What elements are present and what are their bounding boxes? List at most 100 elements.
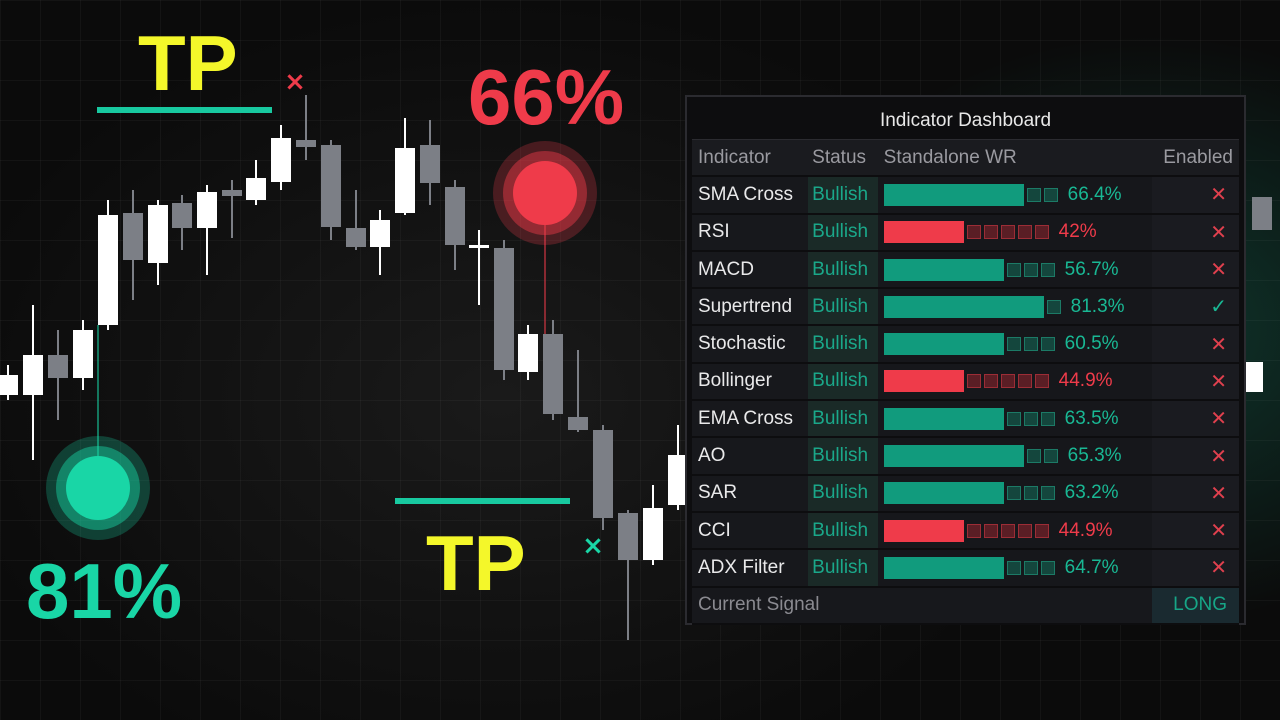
close-icon: ✕ [1210,259,1228,282]
indicator-name: RSI [692,214,809,252]
bullish-candle [518,334,538,372]
wr-percent: 60.5% [1064,333,1119,355]
indicator-name: AO [692,438,809,476]
indicator-enabled-toggle[interactable]: ✕ [1151,326,1240,364]
header-indicator: Indicator [692,140,809,178]
wr-empty-segment [1023,262,1038,277]
indicator-enabled-toggle[interactable]: ✕ [1151,475,1240,513]
indicator-row: SMA Cross Bullish 66.4% ✕ [692,177,1240,215]
indicator-wr: 42% [877,214,1152,252]
indicator-row: Supertrend Bullish 81.3% ✓ [692,289,1240,327]
indicator-wr: 44.9% [877,512,1152,551]
bullish-candle [395,148,415,213]
indicator-row: SAR Bullish 63.2% ✕ [692,475,1240,513]
indicator-wr: 44.9% [877,363,1152,402]
indicator-row: AO Bullish 65.3% ✕ [692,438,1240,476]
indicator-wr: 60.5% [877,326,1152,364]
wr-empty-segment [966,374,981,389]
wr-bar-fill [883,183,1024,206]
tp-label-bottom: TP [426,519,526,607]
indicator-wr: 63.5% [877,401,1152,439]
wr-percent: 44.9% [1058,519,1113,541]
wr-empty-segment [1017,225,1032,240]
current-signal-value: LONG [1151,587,1239,625]
sell-exit-x-icon: × [284,67,306,97]
wr-empty-segment [1040,411,1055,426]
wr-empty-segment [1006,337,1021,352]
wr-empty-segment [1000,523,1015,538]
bullish-candle [73,330,93,378]
bearish-candle [222,190,242,196]
close-icon: ✕ [1210,408,1228,431]
indicator-row: ADX Filter Bullish 64.7% ✕ [692,550,1240,588]
bullish-candle [469,245,489,248]
tp-line-top [97,107,272,113]
wr-percent: 63.5% [1064,407,1119,429]
indicator-enabled-toggle[interactable]: ✕ [1151,177,1240,215]
check-icon: ✓ [1210,296,1228,319]
bearish-candle [172,203,192,228]
bearish-candle [618,513,638,560]
indicator-status: Bullish [808,326,878,364]
indicator-name: SMA Cross [692,177,809,215]
indicator-enabled-toggle[interactable]: ✕ [1151,214,1240,252]
header-enabled: Enabled [1151,140,1239,178]
bearish-candle [48,355,68,378]
indicator-name: Supertrend [692,289,809,327]
wr-percent: 56.7% [1064,258,1119,280]
wr-empty-segment [966,225,981,240]
indicator-name: SAR [692,475,809,513]
bearish-candle [445,187,465,245]
indicator-enabled-toggle[interactable]: ✕ [1151,550,1240,588]
bullish-candle [23,355,43,395]
indicator-enabled-toggle[interactable]: ✕ [1151,512,1240,551]
bullish-candle [98,215,118,325]
wr-empty-segment [966,523,981,538]
bullish-candle [246,178,266,200]
wr-empty-segment [1026,187,1041,202]
indicator-name: EMA Cross [692,401,809,439]
indicator-enabled-toggle[interactable]: ✕ [1151,363,1240,402]
bullish-candle [1243,362,1263,392]
wr-percent: 66.4% [1067,183,1122,205]
close-icon: ✕ [1210,221,1228,244]
tp-line-bottom [395,498,570,504]
indicator-name: MACD [692,251,809,290]
wr-empty-segment [983,523,998,538]
wr-bar: 65.3% [883,444,1122,468]
wr-bar: 42% [883,220,1097,244]
wr-bar-fill [883,258,1004,281]
indicator-status: Bullish [808,289,878,327]
indicator-enabled-toggle[interactable]: ✕ [1151,251,1240,290]
wr-empty-segment [1040,560,1055,575]
wr-percent: 44.9% [1058,370,1113,392]
indicator-enabled-toggle[interactable]: ✕ [1151,438,1240,476]
wr-bar: 60.5% [883,332,1119,356]
indicator-enabled-toggle[interactable]: ✕ [1151,401,1240,439]
bullish-candle [370,220,390,247]
wr-percent: 65.3% [1067,445,1122,467]
indicator-row: MACD Bullish 56.7% ✕ [692,251,1240,290]
wr-bar-fill [883,556,1004,579]
wr-bar-fill [883,519,964,542]
indicator-status: Bullish [808,438,878,476]
tp-label-top: TP [138,19,238,107]
indicator-row: EMA Cross Bullish 63.5% ✕ [692,401,1240,439]
wr-empty-segment [1006,486,1021,501]
wr-empty-segment [1026,449,1041,464]
wr-bar-fill [883,370,964,393]
current-signal-row: Current Signal LONG [692,587,1239,625]
wr-empty-segment [1017,374,1032,389]
wr-empty-segment [1023,337,1038,352]
close-icon: ✕ [1210,333,1228,356]
green-signal-dot [66,456,130,520]
indicator-enabled-toggle[interactable]: ✓ [1151,289,1240,327]
wr-empty-segment [1000,374,1015,389]
indicator-wr: 66.4% [877,177,1152,215]
indicator-wr: 65.3% [877,438,1152,476]
bearish-candle [494,248,514,370]
bullish-candle [0,375,18,395]
indicator-wr: 64.7% [877,550,1152,588]
wr-empty-segment [1023,486,1038,501]
